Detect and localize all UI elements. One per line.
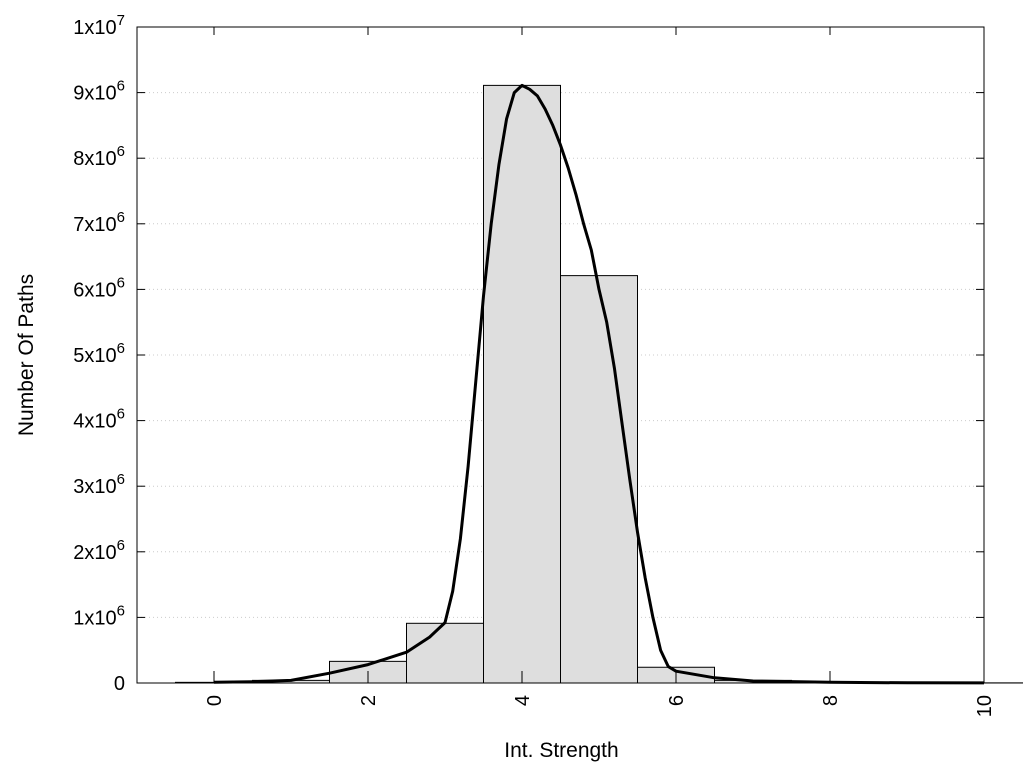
y-tick-mantissa: 9x10 bbox=[73, 83, 116, 105]
x-axis-ticks: 0 2 4 6 8 10 bbox=[204, 27, 996, 717]
y-tick-mantissa: 4x10 bbox=[73, 411, 116, 433]
y-tick-exponent: 6 bbox=[117, 274, 125, 291]
y-tick-exponent: 7 bbox=[117, 12, 125, 29]
y-tick-mantissa: 3x10 bbox=[73, 476, 116, 498]
y-tick-label: 7x106 bbox=[73, 209, 125, 236]
histogram-bar bbox=[483, 84, 561, 684]
histogram-bar bbox=[406, 622, 484, 684]
y-tick-label: 4x106 bbox=[73, 406, 125, 433]
y-tick-label: 6x106 bbox=[73, 274, 125, 301]
y-tick-label: 3x106 bbox=[73, 471, 125, 498]
y-tick-label: 8x106 bbox=[73, 143, 125, 170]
x-tick-label: 4 bbox=[512, 695, 534, 706]
x-tick-label: 8 bbox=[820, 695, 842, 706]
fit-curve bbox=[213, 83, 985, 685]
y-tick-mantissa: 1x10 bbox=[73, 17, 116, 39]
y-tick-exponent: 6 bbox=[117, 537, 125, 554]
x-axis-title: Int. Strength bbox=[504, 739, 618, 762]
x-tick-label: 2 bbox=[358, 695, 380, 706]
y-tick-label: 0 bbox=[114, 673, 125, 695]
y-tick-label: 2x106 bbox=[73, 537, 125, 564]
y-axis-ticks: 01x1062x1063x1064x1065x1066x1067x1068x10… bbox=[73, 12, 984, 695]
y-tick-label: 1x107 bbox=[73, 12, 125, 39]
y-tick-label: 9x106 bbox=[73, 78, 125, 105]
fit-curve-layer bbox=[213, 83, 985, 685]
y-tick-mantissa: 6x10 bbox=[73, 279, 116, 301]
y-tick-exponent: 6 bbox=[117, 143, 125, 160]
y-tick-label: 5x106 bbox=[73, 340, 125, 367]
x-tick-label: 10 bbox=[974, 695, 996, 717]
y-tick-mantissa: 0 bbox=[114, 673, 125, 695]
y-tick-exponent: 6 bbox=[117, 78, 125, 95]
y-tick-mantissa: 5x10 bbox=[73, 345, 116, 367]
x-tick-label: 0 bbox=[204, 695, 226, 706]
y-tick-mantissa: 7x10 bbox=[73, 214, 116, 236]
histogram-bars bbox=[175, 84, 1023, 684]
y-tick-mantissa: 1x10 bbox=[73, 607, 116, 629]
y-tick-exponent: 6 bbox=[117, 340, 125, 357]
y-tick-mantissa: 2x10 bbox=[73, 542, 116, 564]
y-tick-label: 1x106 bbox=[73, 602, 125, 629]
y-tick-exponent: 6 bbox=[117, 602, 125, 619]
y-tick-exponent: 6 bbox=[117, 471, 125, 488]
histogram-bar bbox=[560, 275, 638, 684]
x-tick-label: 6 bbox=[666, 695, 688, 706]
y-tick-mantissa: 8x10 bbox=[73, 148, 116, 170]
y-tick-exponent: 6 bbox=[117, 406, 125, 423]
y-axis-title: Number Of Paths bbox=[15, 274, 38, 436]
y-tick-exponent: 6 bbox=[117, 209, 125, 226]
